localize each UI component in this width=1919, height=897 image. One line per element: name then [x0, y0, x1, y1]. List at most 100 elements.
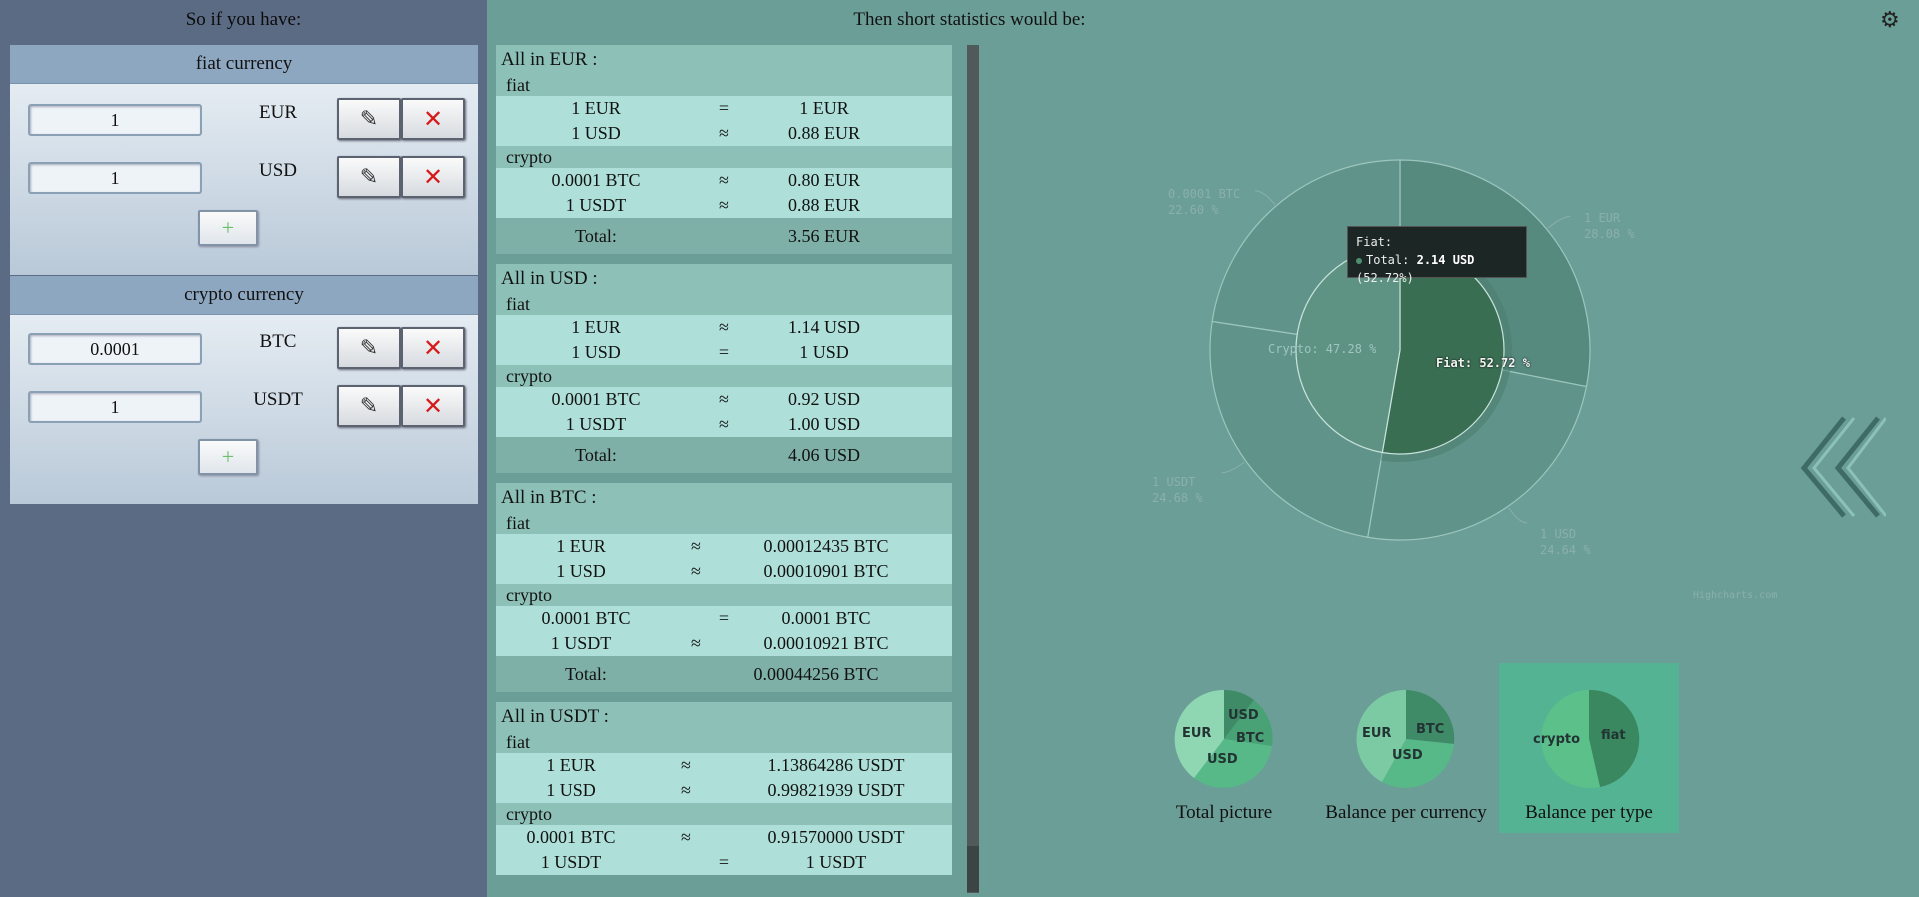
- stats-row: 0.0001 BTC = 0.0001 BTC: [496, 606, 952, 631]
- row-rhs: 0.00010921 BTC: [763, 633, 889, 653]
- stats-scroll-thumb[interactable]: [967, 846, 979, 892]
- stats-row: 1 USDT ≈1.00 USD: [496, 412, 952, 437]
- outer-label-pct: 24.68 %: [1152, 491, 1203, 505]
- double-chevron-left-icon[interactable]: [1796, 412, 1886, 522]
- stats-row: 1 USD ≈0.00010901 BTC: [496, 559, 952, 584]
- row-rhs: 0.00012435 BTC: [763, 536, 889, 556]
- crypto-row-btc: BTC ✎ ✕: [10, 327, 478, 377]
- add-crypto-button[interactable]: +: [198, 439, 258, 475]
- outer-label-name: 1 EUR: [1584, 211, 1621, 225]
- edit-button-btc[interactable]: ✎: [337, 327, 401, 369]
- group-label: fiat: [496, 74, 952, 96]
- stats-scrollbar[interactable]: [967, 45, 979, 893]
- group-label: fiat: [496, 512, 952, 534]
- tooltip-value: 2.14 USD: [1416, 253, 1475, 267]
- row-op: ≈: [719, 170, 729, 190]
- fiat-header: fiat currency: [10, 45, 478, 84]
- stats-list[interactable]: All in EUR : fiat 1 EUR = 1 EUR 1 USD ≈0.88…: [496, 45, 952, 895]
- stats-row: 1 USDT ≈0.88 EUR: [496, 193, 952, 218]
- tooltip-title: Fiat:: [1356, 235, 1393, 249]
- row-rhs: 1 USD: [799, 342, 849, 362]
- connector-line-3: [1255, 190, 1276, 205]
- stats-row: 1 EUR = 1 EUR: [496, 96, 952, 121]
- input-panel: So if you have: fiat currency EUR ✎ ✕ US…: [0, 0, 487, 897]
- close-icon: ✕: [422, 334, 444, 362]
- amount-input-usd[interactable]: [28, 162, 202, 194]
- thumb-slice: [1224, 700, 1273, 746]
- row-lhs: 1 EUR: [546, 755, 596, 775]
- block-title: All in BTC :: [496, 483, 952, 512]
- row-rhs: 0.99821939 USDT: [767, 780, 905, 800]
- total-label: Total:: [575, 445, 617, 465]
- row-rhs: 1.00 USD: [787, 414, 860, 434]
- thumb-balance-per-currency[interactable]: BTC EUR USD Balance per currency: [1316, 663, 1496, 833]
- chart-credits[interactable]: Highcharts.com: [1693, 590, 1778, 601]
- row-lhs: 1 USDT: [550, 633, 612, 653]
- thumb-slice: [1589, 689, 1640, 787]
- group-label: crypto: [496, 584, 952, 606]
- amount-input-btc[interactable]: [28, 333, 202, 365]
- row-rhs: 1 EUR: [799, 98, 849, 118]
- thumb-total-picture[interactable]: USD BTC EUR USD Total picture: [1134, 663, 1314, 833]
- pencil-icon: ✎: [359, 393, 379, 418]
- thumb-slice-label: BTC: [1416, 722, 1444, 737]
- group-label: crypto: [496, 146, 952, 168]
- delete-button-eur[interactable]: ✕: [401, 98, 465, 140]
- thumb-slice: [1382, 739, 1454, 788]
- thumb-balance-per-type[interactable]: fiat crypto Balance per type: [1499, 663, 1679, 833]
- connector-line-2: [1221, 461, 1245, 474]
- row-op: ≈: [719, 389, 729, 409]
- thumb-slice-label: USD: [1228, 708, 1259, 723]
- fiat-section: fiat currency EUR ✎ ✕ USD ✎ ✕ +: [10, 45, 478, 275]
- row-op: ≈: [719, 195, 729, 215]
- row-lhs: 1 EUR: [571, 98, 621, 118]
- thumb-pie-currency: BTC EUR USD: [1356, 689, 1455, 788]
- thumb-slice-label: EUR: [1362, 726, 1391, 741]
- row-op: ≈: [719, 414, 729, 434]
- total-label: Total:: [565, 664, 607, 684]
- row-rhs: 0.88 EUR: [788, 195, 860, 215]
- block-title: All in EUR :: [496, 45, 952, 74]
- amount-input-eur[interactable]: [28, 104, 202, 136]
- gear-icon[interactable]: ⚙: [1880, 8, 1900, 33]
- row-lhs: 1 USD: [571, 123, 621, 143]
- stats-row: 1 EUR ≈0.00012435 BTC: [496, 534, 952, 559]
- row-rhs: 0.88 EUR: [788, 123, 860, 143]
- total-label: Total:: [575, 226, 617, 246]
- currency-code-btc: BTC: [259, 331, 297, 352]
- group-label: crypto: [496, 803, 952, 825]
- total-row: Total: 4.06 USD: [496, 437, 952, 473]
- main-pie-chart: [1209, 159, 1591, 541]
- row-lhs: 0.0001 BTC: [526, 827, 616, 847]
- row-op: ≈: [719, 123, 729, 143]
- row-rhs: 1.14 USD: [787, 317, 860, 337]
- row-op: ≈: [691, 633, 701, 653]
- row-op: ≈: [719, 317, 729, 337]
- outer-label-eur: 1 EUR 28.08 %: [1584, 210, 1635, 242]
- add-fiat-button[interactable]: +: [198, 210, 258, 246]
- pencil-icon: ✎: [359, 335, 379, 360]
- outer-label-name: 1 USDT: [1152, 475, 1196, 489]
- outer-label-usdt: 1 USDT 24.68 %: [1152, 474, 1203, 506]
- row-op: =: [718, 852, 730, 872]
- tooltip-label: Total:: [1366, 253, 1410, 267]
- delete-button-usd[interactable]: ✕: [401, 156, 465, 198]
- stats-row: 1 USD ≈0.99821939 USDT: [496, 778, 952, 803]
- row-rhs: 1 USDT: [805, 852, 867, 872]
- row-lhs: 1 USD: [546, 780, 596, 800]
- stats-block-btc: All in BTC : fiat 1 EUR ≈0.00012435 BTC 1…: [496, 483, 952, 692]
- delete-button-btc[interactable]: ✕: [401, 327, 465, 369]
- stats-row: 1 USDT = 1 USDT: [496, 850, 952, 875]
- thumb-slice: [1356, 689, 1406, 782]
- row-lhs: 1 USD: [556, 561, 606, 581]
- connector-line-1: [1508, 507, 1528, 524]
- edit-button-eur[interactable]: ✎: [337, 98, 401, 140]
- thumb-label: Balance per currency: [1325, 802, 1487, 823]
- amount-input-usdt[interactable]: [28, 391, 202, 423]
- row-rhs: 0.80 EUR: [788, 170, 860, 190]
- delete-button-usdt[interactable]: ✕: [401, 385, 465, 427]
- stats-row: 0.0001 BTC ≈0.91570000 USDT: [496, 825, 952, 850]
- edit-button-usd[interactable]: ✎: [337, 156, 401, 198]
- stats-row: 1 EUR ≈1.14 USD: [496, 315, 952, 340]
- edit-button-usdt[interactable]: ✎: [337, 385, 401, 427]
